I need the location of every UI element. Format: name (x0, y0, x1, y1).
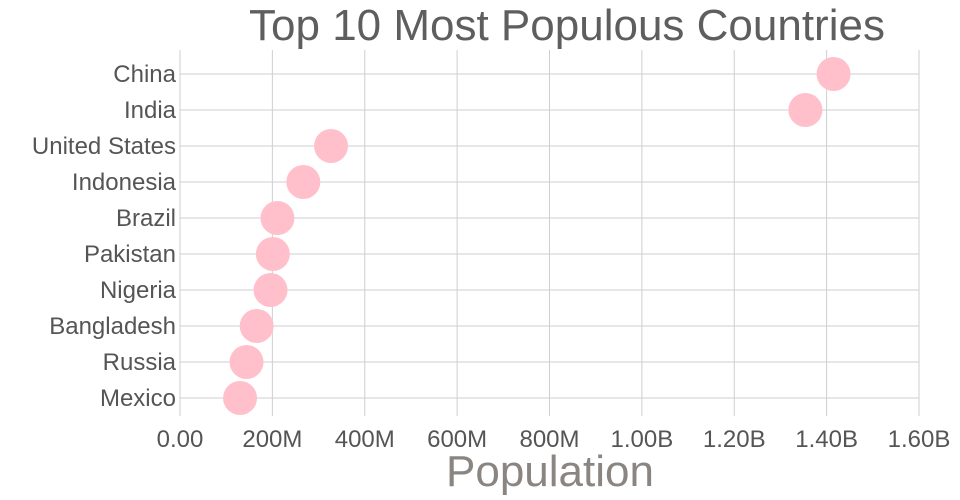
x-axis-ticks: 0.00 200M 400M 600M 800M 1.00B 1.20B 1.40B 1.60B (157, 426, 951, 453)
x-tick-label: 400M (335, 426, 395, 453)
y-tick-label: Pakistan (84, 241, 176, 268)
x-tick-label: 0.00 (157, 426, 204, 453)
x-tick-label: 1.00B (611, 426, 674, 453)
data-point (788, 93, 823, 127)
y-tick-label: India (124, 97, 177, 124)
data-point (260, 201, 295, 235)
y-tick-label: United States (32, 133, 176, 160)
y-axis-ticks: China India United States Indonesia Brazil Pa… (32, 61, 177, 412)
y-tick-label: Indonesia (72, 169, 177, 196)
x-tick-label: 1.40B (795, 426, 858, 453)
data-points (223, 57, 851, 415)
x-tick-label: 200M (242, 426, 302, 453)
y-tick-label: Bangladesh (49, 313, 176, 340)
x-tick-label: 1.60B (888, 426, 951, 453)
x-tick-label: 1.20B (703, 426, 766, 453)
y-tick-label: China (113, 61, 176, 88)
data-point (255, 237, 290, 271)
y-tick-label: Mexico (100, 385, 176, 412)
data-point (314, 129, 349, 163)
data-point (239, 309, 274, 343)
grid (179, 50, 920, 416)
y-tick-label: Nigeria (100, 277, 177, 304)
y-tick-label: Brazil (116, 205, 176, 232)
data-point (229, 345, 264, 379)
data-point (286, 165, 321, 199)
chart-title: Top 10 Most Populous Countries (249, 1, 885, 50)
x-tick-label: 800M (519, 426, 579, 453)
x-axis-label: Population (446, 447, 654, 496)
x-tick-label: 600M (427, 426, 487, 453)
y-tick-label: Russia (103, 349, 177, 376)
data-point (253, 273, 288, 307)
data-point (223, 381, 258, 415)
data-point (816, 57, 851, 91)
